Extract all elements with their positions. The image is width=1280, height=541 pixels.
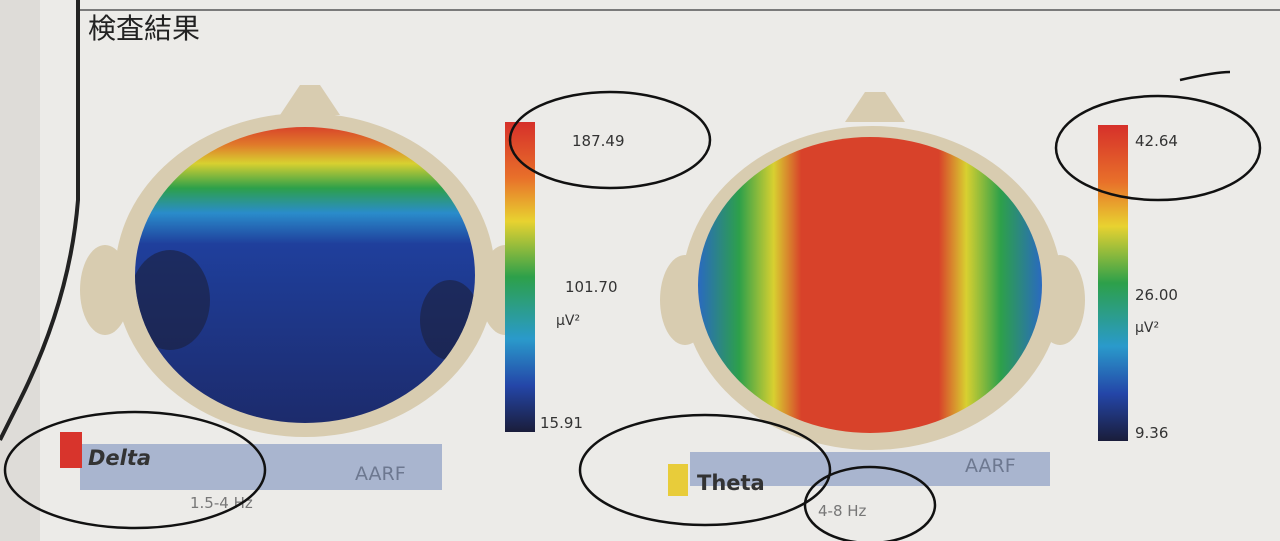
unit-label: µV² xyxy=(556,313,580,329)
colorbar xyxy=(505,122,535,432)
band-range: 1.5-4 Hz xyxy=(190,494,253,512)
method: AARF xyxy=(965,455,1016,477)
pen-marks xyxy=(3,70,1262,541)
theta-head xyxy=(660,92,1085,450)
method: AARF xyxy=(355,463,406,485)
max-label: 42.64 xyxy=(1135,132,1178,150)
band-swatch xyxy=(668,464,688,496)
max-label: 187.49 xyxy=(572,132,625,150)
title: 検査結果 xyxy=(88,12,200,45)
min-label: 15.91 xyxy=(540,414,583,432)
unit-label: µV² xyxy=(1135,320,1159,336)
delta-head xyxy=(80,85,530,437)
band-range: 4-8 Hz xyxy=(818,502,867,520)
colorbar xyxy=(1098,125,1128,441)
frame-line xyxy=(0,0,80,441)
band-name: Theta xyxy=(697,471,765,495)
mid-label: 26.00 xyxy=(1135,286,1178,304)
band-swatch xyxy=(60,432,82,468)
band-bar xyxy=(690,452,1050,486)
band-name: Delta xyxy=(88,446,151,470)
mid-label: 101.70 xyxy=(565,278,618,296)
min-label: 9.36 xyxy=(1135,424,1168,442)
